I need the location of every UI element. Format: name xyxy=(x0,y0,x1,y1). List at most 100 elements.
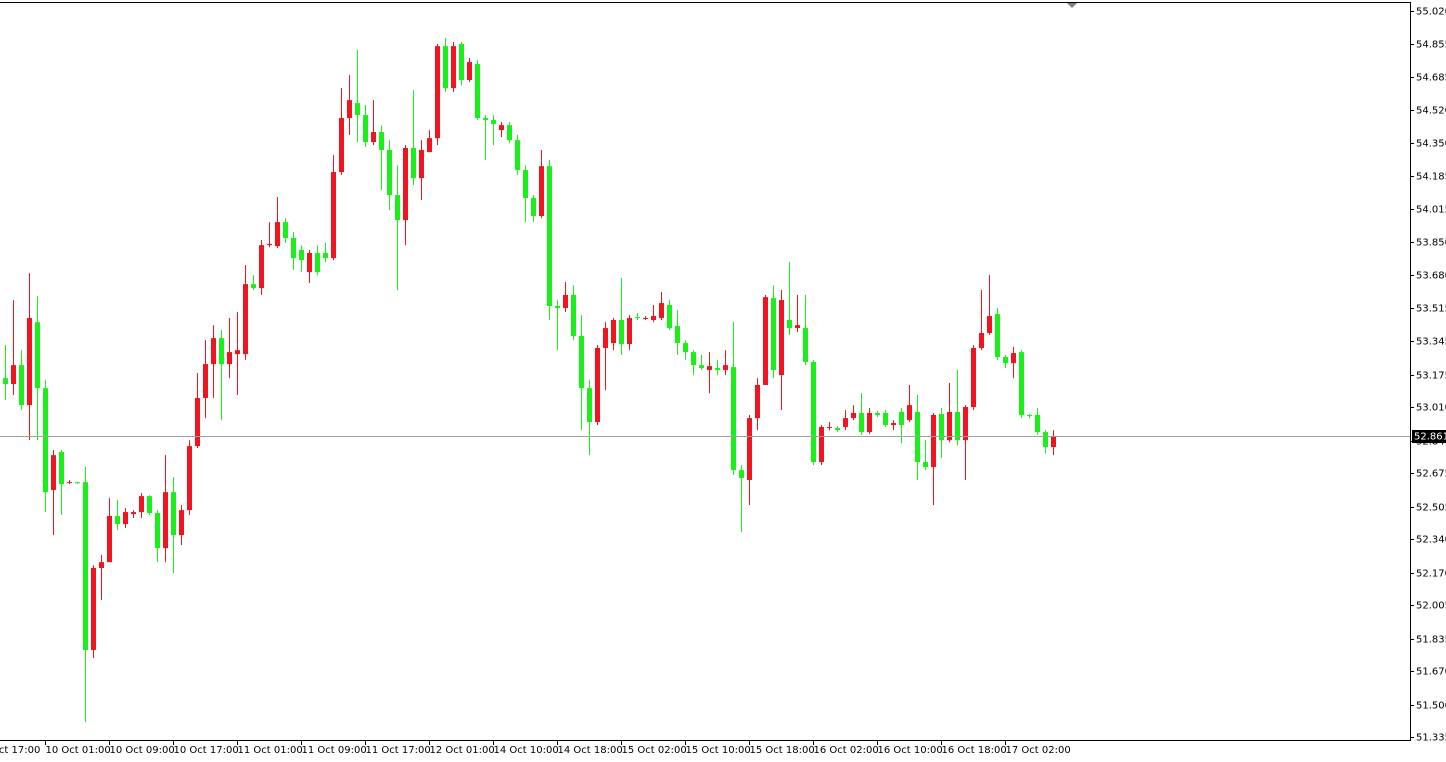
candle-body xyxy=(595,347,600,423)
candle-body xyxy=(827,426,832,428)
x-tick-label: 16 Oct 02:00 xyxy=(814,745,879,756)
candle-body xyxy=(19,365,24,406)
y-tick-label: 54.350 xyxy=(1416,139,1446,150)
candle-body xyxy=(859,412,864,433)
candle-body xyxy=(819,426,824,463)
candle-body xyxy=(1003,357,1008,364)
candle-body xyxy=(83,482,88,650)
y-tick-label: 54.520 xyxy=(1416,106,1446,117)
candle-body xyxy=(387,149,392,196)
candle-body xyxy=(155,513,160,549)
candle-body xyxy=(195,398,200,447)
candle-body xyxy=(851,412,856,419)
candle-body xyxy=(571,294,576,336)
candle-body xyxy=(59,451,64,485)
candle-body xyxy=(723,365,728,371)
scroll-marker xyxy=(1067,3,1077,8)
x-tick-label: 11 Oct 17:00 xyxy=(366,745,431,756)
candle-body xyxy=(227,352,232,365)
candle-body xyxy=(915,411,920,463)
candle-body xyxy=(787,319,792,329)
candle-body xyxy=(1035,414,1040,433)
candle-body xyxy=(971,347,976,408)
y-tick-label: 52.505 xyxy=(1416,503,1446,514)
candle-body xyxy=(443,46,448,89)
candle-body xyxy=(771,298,776,371)
candle-body xyxy=(611,319,616,344)
candle-body xyxy=(539,166,544,216)
y-tick-label: 54.855 xyxy=(1416,40,1446,51)
candle-body xyxy=(163,492,168,549)
candle-body xyxy=(427,138,432,153)
candle-body xyxy=(219,338,224,365)
candle-body xyxy=(779,300,784,376)
candle-body xyxy=(1011,353,1016,364)
y-tick-label: 52.005 xyxy=(1416,601,1446,612)
candle-body xyxy=(715,368,720,371)
candle-body xyxy=(251,284,256,289)
candle-body xyxy=(411,147,416,179)
candle-body xyxy=(931,414,936,467)
x-tick-label: 10 Oct 01:00 xyxy=(46,745,111,756)
candle-body xyxy=(267,243,272,246)
x-tick-label: 16 Oct 10:00 xyxy=(878,745,943,756)
candle-body xyxy=(107,516,112,563)
y-tick-label: 53.175 xyxy=(1416,371,1446,382)
candle-body xyxy=(339,118,344,173)
candle-body xyxy=(51,455,56,491)
candle-body xyxy=(203,364,208,399)
candle-body xyxy=(907,405,912,421)
candle-body xyxy=(947,411,952,441)
candle-body xyxy=(235,350,240,355)
y-tick-label: 53.010 xyxy=(1416,403,1446,414)
candle-body xyxy=(259,245,264,289)
y-tick-label: 54.015 xyxy=(1416,205,1446,216)
candle-body xyxy=(891,423,896,425)
candle-body xyxy=(75,482,80,484)
y-tick-label: 55.020 xyxy=(1416,7,1446,18)
candle-body xyxy=(323,253,328,259)
candle-body xyxy=(179,510,184,536)
x-tick-label: 15 Oct 18:00 xyxy=(750,745,815,756)
candle-body xyxy=(899,411,904,425)
x-tick-label: 16 Oct 18:00 xyxy=(942,745,1007,756)
candle-body xyxy=(579,335,584,389)
candle-body xyxy=(939,413,944,441)
y-tick-label: 53.515 xyxy=(1416,304,1446,315)
candle-body xyxy=(35,322,40,389)
y-tick-label: 54.685 xyxy=(1416,73,1446,84)
y-tick-label: 53.680 xyxy=(1416,271,1446,282)
candle-body xyxy=(363,115,368,143)
candle-body xyxy=(675,326,680,344)
y-tick-label: 51.670 xyxy=(1416,667,1446,678)
x-tick-label: 14 Oct 10:00 xyxy=(494,745,559,756)
y-tick-label: 54.185 xyxy=(1416,172,1446,183)
candle-body xyxy=(555,306,560,308)
y-tick-label: 52.340 xyxy=(1416,535,1446,546)
y-tick-label: 53.345 xyxy=(1416,337,1446,348)
candle-body xyxy=(507,125,512,141)
candle-body xyxy=(315,253,320,273)
candle-body xyxy=(91,568,96,650)
candle-body xyxy=(459,43,464,81)
candle-body xyxy=(283,222,288,239)
candle-body xyxy=(755,385,760,419)
candle-body xyxy=(875,412,880,415)
candle-body xyxy=(763,297,768,386)
candle-body xyxy=(67,482,72,484)
candle-body xyxy=(1027,414,1032,417)
candle-body xyxy=(171,492,176,536)
y-tick-label: 52.170 xyxy=(1416,569,1446,580)
candle-body xyxy=(403,147,408,221)
candle-body xyxy=(699,365,704,369)
candle-body xyxy=(587,388,592,423)
candle-body xyxy=(1043,432,1048,448)
candle-body xyxy=(963,407,968,441)
candle-body xyxy=(331,172,336,259)
candle-body xyxy=(811,361,816,463)
candle-body xyxy=(731,367,736,471)
x-tick-label: 14 Oct 18:00 xyxy=(558,745,623,756)
candle-body xyxy=(795,325,800,329)
candle-body xyxy=(307,253,312,273)
